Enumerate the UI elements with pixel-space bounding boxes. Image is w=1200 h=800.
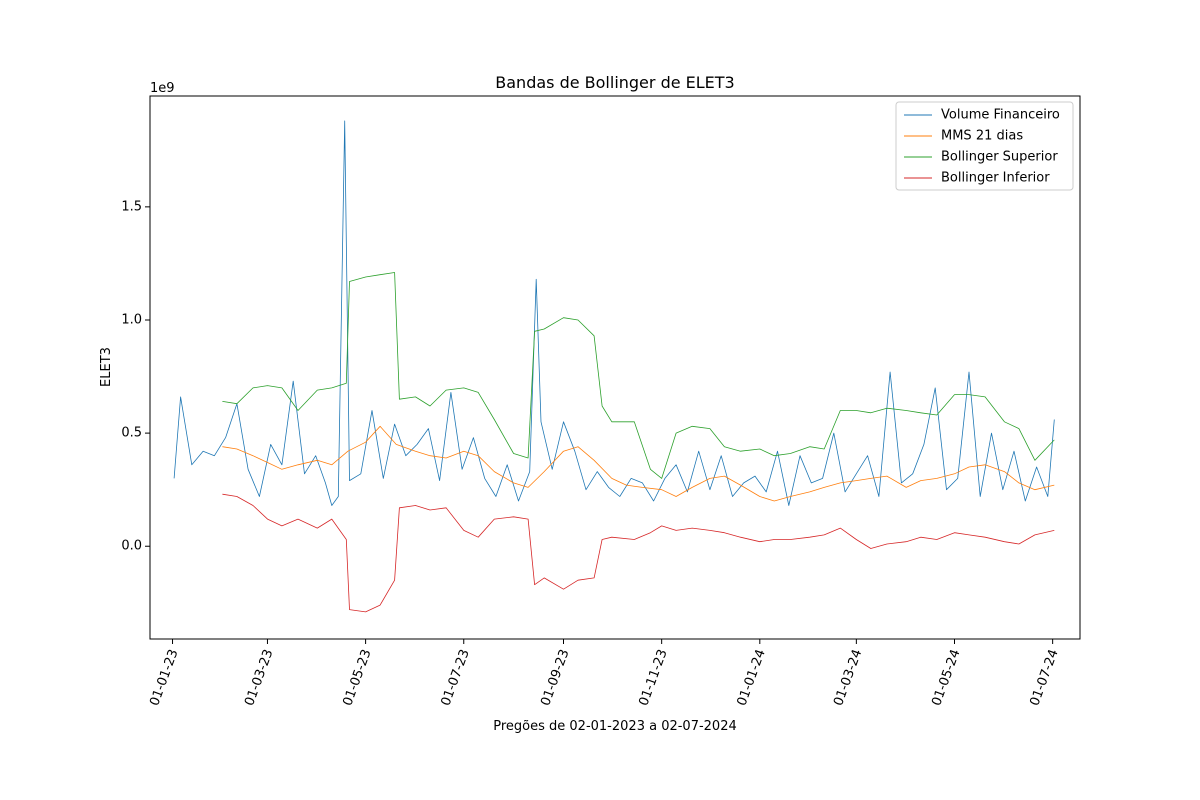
y-axis-ticks: 0.0 0.5 1.0 1.5 xyxy=(121,199,150,554)
axes-frame xyxy=(149,95,1081,640)
series-line-volume-financeiro xyxy=(173,120,1055,506)
y-tick-label: 1.0 xyxy=(121,312,142,327)
legend-label-bollinger-inferior: Bollinger Inferior xyxy=(941,171,1050,186)
y-axis-label: ELET3 xyxy=(99,347,114,387)
series-line-bollinger-superior xyxy=(222,272,1055,479)
legend-label-volume-financeiro: Volume Financeiro xyxy=(941,108,1060,123)
chart-title: Bandas de Bollinger de ELET3 xyxy=(495,73,734,92)
series-layer xyxy=(173,120,1055,613)
series-line-bollinger-inferior xyxy=(222,493,1055,613)
y-axis-multiplier: 1e9 xyxy=(150,81,175,96)
legend-label-bollinger-superior: Bollinger Superior xyxy=(941,150,1058,165)
legend-box xyxy=(895,101,1074,191)
series-line-mms-21-dias xyxy=(222,425,1055,502)
legend-label-mms-21-dias: MMS 21 dias xyxy=(941,129,1023,144)
legend: Volume Financeiro MMS 21 dias Bollinger Su… xyxy=(895,101,1074,191)
y-tick-label: 0.5 xyxy=(121,426,142,441)
y-tick-label: 1.5 xyxy=(121,199,142,214)
x-axis-label: Pregões de 02-01-2023 a 02-07-2024 xyxy=(493,719,737,734)
y-tick-label: 0.0 xyxy=(121,539,142,554)
